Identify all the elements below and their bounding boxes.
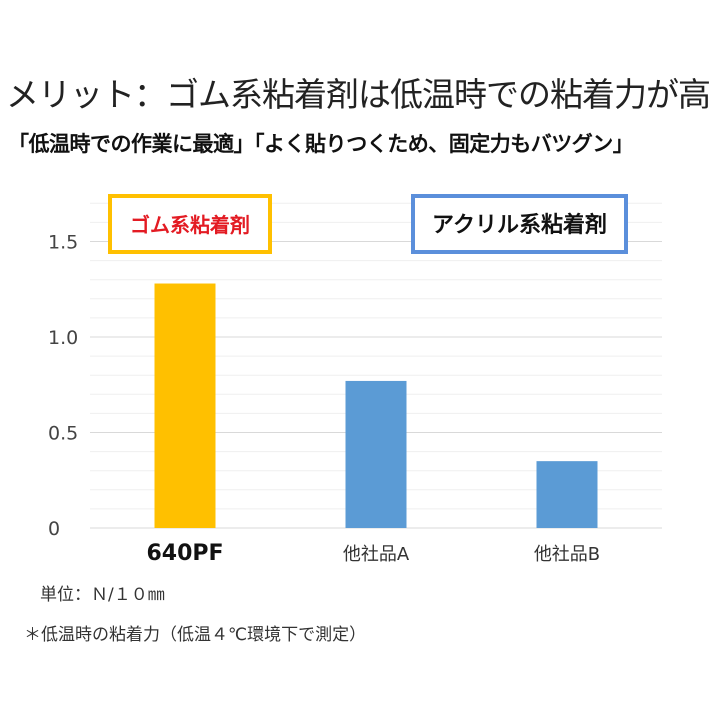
bar-2	[345, 380, 407, 528]
bar-1	[154, 283, 216, 528]
annotation-label: ゴム系粘着剤	[130, 213, 250, 237]
condition-note: ＊低温時の粘着力（低温４℃環境下で測定）	[24, 625, 367, 645]
bar-3	[536, 461, 598, 528]
y-tick-label: 0	[48, 518, 60, 540]
unit-note: 単位：Ｎ/１０㎜	[40, 585, 165, 605]
x-tick-label: 他社品B	[534, 544, 600, 565]
x-tick-label: 640PF	[146, 541, 223, 566]
page-subtitle: 「低温時での作業に最適」「よく貼りつくため、固定力もバツグン」	[8, 132, 634, 156]
page-title: メリット：ゴム系粘着剤は低温時での粘着力が高い	[6, 75, 713, 114]
annotation-label: アクリル系粘着剤	[432, 212, 607, 238]
x-tick-label: 他社品A	[343, 544, 410, 565]
y-tick-label: 1.5	[48, 232, 78, 254]
annotation-box	[411, 194, 628, 254]
y-tick-label: 1.0	[48, 327, 78, 349]
y-tick-label: 0.5	[48, 423, 78, 445]
annotation-box	[108, 194, 272, 254]
